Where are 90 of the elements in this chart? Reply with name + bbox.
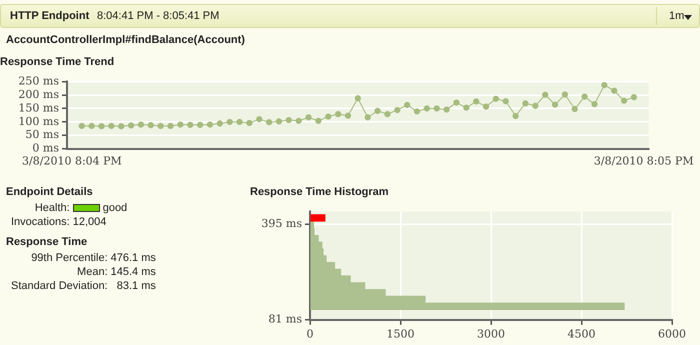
point xyxy=(453,99,460,106)
text: Endpoint Details xyxy=(6,186,94,198)
point xyxy=(384,111,391,118)
point xyxy=(286,116,292,124)
point xyxy=(473,98,480,105)
point xyxy=(78,122,85,130)
point xyxy=(216,120,223,127)
point xyxy=(434,105,440,112)
y-tick-label: 0 ms xyxy=(32,142,60,155)
point xyxy=(552,102,558,108)
point xyxy=(187,122,194,128)
point xyxy=(226,118,233,126)
point xyxy=(404,102,410,108)
point xyxy=(256,116,262,122)
point xyxy=(266,119,272,126)
x-tick-label: 0 xyxy=(306,327,314,340)
point xyxy=(482,104,490,110)
point xyxy=(236,118,243,126)
point xyxy=(522,100,529,106)
point xyxy=(344,112,352,119)
point xyxy=(364,114,371,120)
text: 476.1 ms xyxy=(110,252,156,264)
x-tick-label: 3000 xyxy=(477,327,505,340)
point xyxy=(630,94,638,100)
point xyxy=(620,98,628,104)
point xyxy=(158,122,164,130)
point xyxy=(394,106,400,114)
point xyxy=(354,95,361,102)
text: 12,004 xyxy=(72,216,106,228)
point xyxy=(582,94,588,100)
point xyxy=(108,122,114,130)
point xyxy=(601,82,608,88)
chart-title: Response Time Histogram xyxy=(250,186,390,198)
x-tick-label: 1500 xyxy=(386,327,414,340)
point xyxy=(414,108,420,115)
point xyxy=(572,106,578,112)
x-tick-label: 4500 xyxy=(568,327,596,340)
y-tick-label: 250 ms xyxy=(18,74,60,88)
text: Standard Deviation: xyxy=(10,280,109,294)
point xyxy=(128,122,134,129)
point xyxy=(197,122,204,128)
point xyxy=(177,122,184,128)
point xyxy=(98,123,105,130)
point xyxy=(611,88,618,94)
y-tick-label: 50 ms xyxy=(25,128,60,142)
point xyxy=(492,96,499,102)
point xyxy=(118,123,124,130)
point xyxy=(512,112,519,120)
text: 1m xyxy=(669,10,684,22)
x-tick-label: 6000 xyxy=(658,327,686,340)
point xyxy=(315,118,322,124)
point xyxy=(463,104,470,111)
chart-title: Response Time Trend xyxy=(0,56,116,68)
point xyxy=(374,108,381,114)
y-tick-label: 100 ms xyxy=(18,114,60,128)
point xyxy=(325,113,332,120)
text: Invocations: xyxy=(10,216,71,230)
text: Mean: xyxy=(76,266,109,280)
text: 145.4 ms xyxy=(110,266,156,278)
point xyxy=(542,92,548,98)
point xyxy=(502,98,509,104)
text: good xyxy=(102,202,128,214)
y-tick-label: 150 ms xyxy=(18,101,60,114)
point xyxy=(591,101,598,108)
point xyxy=(276,118,282,124)
text: 8:04:41 PM - 8:05:41 PM xyxy=(97,10,220,22)
point xyxy=(206,122,214,128)
text: Response Time xyxy=(6,236,88,248)
point xyxy=(305,114,312,120)
point xyxy=(138,122,144,128)
point xyxy=(532,102,538,109)
point xyxy=(335,111,342,118)
y-tick-label: 81 ms xyxy=(268,312,302,326)
y-tick-label: 200 ms xyxy=(18,88,60,101)
point xyxy=(246,120,252,126)
text: Health: xyxy=(34,202,71,216)
text: AccountControllerImpl#findBalance(Account) xyxy=(6,34,245,46)
point xyxy=(562,91,568,98)
point xyxy=(296,118,302,124)
text: HTTP Endpoint xyxy=(10,10,90,22)
x-tick-label: 3/8/2010 8:05 PM xyxy=(594,154,694,168)
text: 83.1 ms xyxy=(116,280,156,292)
x-tick-label: 3/8/2010 8:04 PM xyxy=(22,154,122,168)
point xyxy=(167,122,174,130)
point xyxy=(88,122,95,130)
point xyxy=(424,105,430,112)
point xyxy=(148,122,154,128)
y-tick-label: 395 ms xyxy=(261,217,302,230)
text: 99th Percentile: xyxy=(30,252,109,266)
point xyxy=(443,106,450,113)
